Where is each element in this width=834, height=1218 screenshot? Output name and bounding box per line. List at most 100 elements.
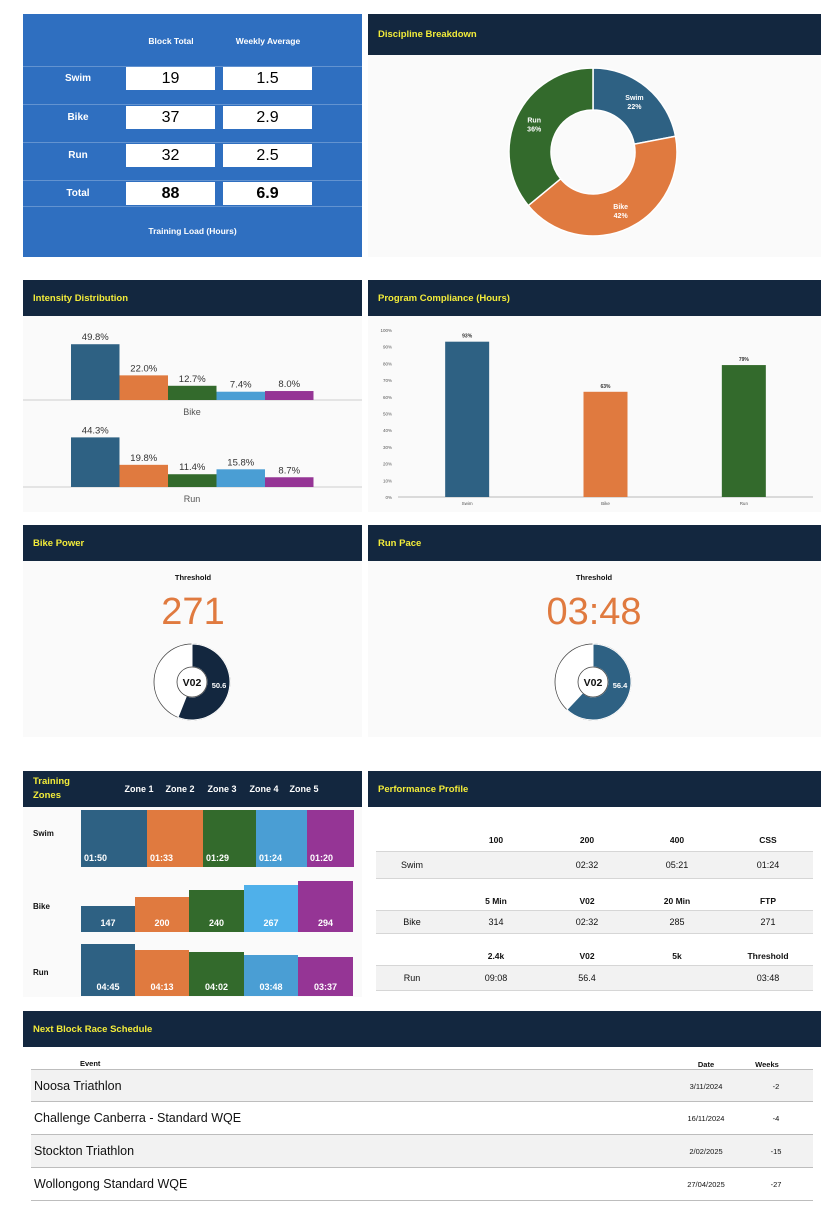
zone-value: 294 <box>317 918 334 928</box>
training-load-footer: Training Load (Hours) <box>148 226 237 236</box>
zone-bar: 200 <box>135 897 189 932</box>
compliance-bar-run <box>721 365 766 497</box>
donut-slice-name: Swim <box>625 95 643 102</box>
pp-swim-value-3: 05:21 <box>665 860 689 870</box>
zone-bar: 267 <box>244 885 298 932</box>
intensity-bar-label: 11.4% <box>179 462 206 473</box>
bike-vo2-gauge: V02 50.6 <box>153 643 231 721</box>
zone-bar: 01:20 <box>307 810 354 867</box>
program-compliance-panel: 100% 90% 80% 70% 60% 50% 40% 30% 20% 10% 0% 93% Swim… <box>368 316 821 512</box>
row-label-bike: Bike <box>67 112 89 123</box>
pp-run-value-2: 56.4 <box>578 973 596 983</box>
row-divider <box>23 206 362 207</box>
zone-value: 03:48 <box>259 982 283 992</box>
intensity-bar-label: 49.8% <box>82 332 109 343</box>
race-col-date: Date <box>697 1060 715 1069</box>
row-label-run: Run <box>68 150 88 161</box>
zone-value: 04:45 <box>96 982 120 992</box>
bike-power-header: Bike Power <box>23 525 362 561</box>
row-label-total: Total <box>66 188 90 199</box>
race-schedule-title: Next Block Race Schedule <box>33 1023 153 1035</box>
discipline-breakdown-header: Discipline Breakdown <box>368 14 821 55</box>
donut-slice-name: Bike <box>613 204 628 211</box>
intensity-bar <box>71 344 120 400</box>
total-weekly-average: 6.9 <box>223 182 312 205</box>
weekly-average-header: Weekly Average <box>235 36 301 46</box>
zone-bar: 294 <box>298 881 353 932</box>
performance-profile-title: Performance Profile <box>378 783 469 795</box>
block-total-header: Block Total <box>148 36 194 46</box>
pp-swim-header-1: 100 <box>488 835 504 845</box>
program-compliance-title: Program Compliance (Hours) <box>378 292 510 304</box>
intensity-bar-label: 8.7% <box>278 465 300 476</box>
race-event: Stockton Triathlon <box>34 1144 135 1158</box>
intensity-bar-label: 44.3% <box>82 425 109 436</box>
pp-swim-value-4: 01:24 <box>756 860 780 870</box>
program-compliance-header: Program Compliance (Hours) <box>368 280 821 316</box>
zone-bar: 03:48 <box>244 955 298 996</box>
pp-bike-value-3: 285 <box>669 917 685 927</box>
intensity-bar <box>265 391 314 400</box>
zone-row-label-bike: Bike <box>33 902 50 911</box>
training-zones-title: Training Zones <box>33 776 70 801</box>
donut-slice-bike <box>527 135 678 237</box>
intensity-bar <box>216 469 265 487</box>
donut-slice-label: 42% <box>614 213 629 220</box>
compliance-y-tick: 10% <box>383 478 392 483</box>
race-schedule-header: Next Block Race Schedule <box>23 1011 821 1047</box>
zone-row-label-swim: Swim <box>33 829 54 838</box>
pp-run-header-3: 5k <box>672 951 682 961</box>
pp-run-label: Run <box>403 973 421 983</box>
compliance-x-label: Run <box>740 501 749 506</box>
run-vo2-gauge: V02 56.4 <box>554 643 632 721</box>
compliance-y-tick: 40% <box>383 428 392 433</box>
training-load-panel: Block Total Weekly Average Swim 19 1.5 B… <box>23 14 362 257</box>
donut-slice-label: 22% <box>627 104 642 111</box>
run-block-total: 32 <box>126 144 215 167</box>
zone-value: 01:20 <box>310 853 334 863</box>
intensity-distribution-panel: 49.8% 22.0% 12.7% 7.4% 8.0% Bike 44.3% 19.8% 11.… <box>23 316 362 512</box>
pp-bike-header-2: V02 <box>579 896 595 906</box>
compliance-y-tick: 80% <box>383 361 392 366</box>
row-divider <box>23 142 362 143</box>
bike-power-panel: Threshold 271 V02 50.6 <box>23 561 362 737</box>
race-row: Stockton Triathlon 2/02/2025 -15 <box>31 1135 813 1168</box>
zone-value: 04:02 <box>204 982 229 992</box>
intensity-bar <box>168 474 217 487</box>
intensity-distribution-chart: 49.8% 22.0% 12.7% 7.4% 8.0% Bike 44.3% 19.8% 11.… <box>23 332 362 504</box>
donut-slice-name: Run <box>527 117 541 124</box>
compliance-x-label: Bike <box>601 501 610 506</box>
pp-run-value-1: 09:08 <box>484 973 508 983</box>
zone-value: 01:24 <box>259 853 283 863</box>
run-pace-header: Run Pace <box>368 525 821 561</box>
bike-threshold-label: Threshold <box>174 573 212 582</box>
zone-bar: 01:33 <box>147 810 203 867</box>
discipline-breakdown-title: Discipline Breakdown <box>378 29 477 40</box>
pp-swim-header-3: 400 <box>669 835 685 845</box>
zone-4-header: Zone 4 <box>249 784 279 794</box>
zone-1-header: Zone 1 <box>124 784 154 794</box>
race-event: Noosa Triathlon <box>34 1079 122 1093</box>
gauge-label: V02 <box>183 677 202 689</box>
donut-slice-swim <box>592 67 677 146</box>
zone-bar: 01:50 <box>81 810 147 867</box>
race-event: Challenge Canberra - Standard WQE <box>34 1111 242 1125</box>
pp-bike-value-4: 271 <box>760 917 776 927</box>
intensity-group-label: Run <box>184 494 201 504</box>
training-zones-header: Training Zones <box>23 771 362 807</box>
compliance-y-tick: 50% <box>383 412 392 417</box>
intensity-distribution-header: Intensity Distribution <box>23 280 362 316</box>
pp-swim-value-2: 02:32 <box>575 860 599 870</box>
pp-bike-label: Bike <box>403 917 421 927</box>
gauge-center <box>176 666 208 698</box>
intensity-bar-label: 12.7% <box>179 374 206 385</box>
compliance-y-tick: 20% <box>383 462 392 467</box>
pp-run-row: Run 09:08 56.4 03:48 <box>376 965 813 991</box>
zone-bar: 240 <box>189 890 244 932</box>
run-pace-title: Run Pace <box>378 537 422 549</box>
pp-swim-header-4: CSS <box>759 835 777 845</box>
compliance-y-tick: 60% <box>383 395 392 400</box>
donut-slice-run <box>508 67 594 207</box>
compliance-y-tick: 100% <box>380 328 392 333</box>
pp-run-header-4: Threshold <box>747 951 789 961</box>
